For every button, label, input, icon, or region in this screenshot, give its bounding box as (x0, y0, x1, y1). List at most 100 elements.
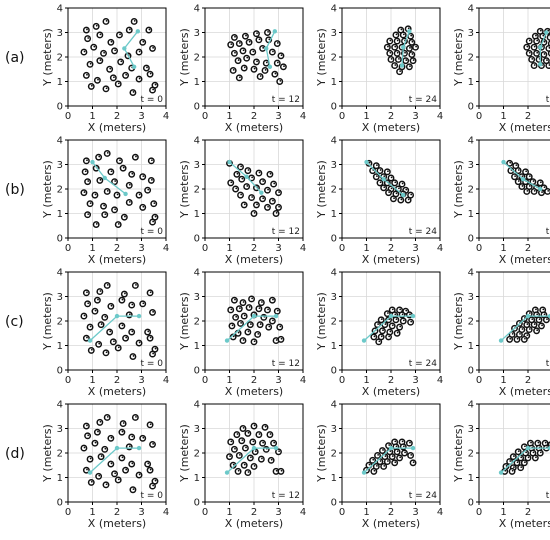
agent-heading (83, 191, 86, 193)
agent-heading (543, 186, 546, 189)
agent-heading (105, 87, 108, 90)
x-tick-label: 3 (138, 111, 144, 122)
y-tick-label: 3 (57, 28, 63, 39)
agent-heading (279, 80, 282, 82)
agent-heading (412, 461, 415, 464)
agent-heading (261, 301, 263, 303)
x-tick-label: 1 (363, 507, 369, 518)
x-tick-label: 4 (437, 243, 443, 254)
agent-heading (527, 456, 530, 459)
agent-heading (521, 185, 524, 187)
path-waypoint (123, 191, 128, 197)
agent-heading (535, 456, 537, 459)
y-tick-label: 4 (331, 136, 337, 147)
agent-heading (125, 336, 128, 339)
agent-heading (131, 172, 134, 175)
x-tick-label: 0 (339, 111, 345, 122)
agent-heading (83, 314, 86, 317)
y-tick-label: 3 (468, 28, 474, 39)
agent-heading (135, 415, 137, 418)
agent-heading (531, 57, 534, 60)
path-waypoint (381, 177, 386, 182)
y-tick-label: 4 (468, 268, 474, 279)
agent-heading (262, 197, 265, 200)
y-tick-label: 2 (468, 53, 474, 64)
agent-heading (146, 66, 148, 69)
agent-heading (412, 59, 415, 61)
agent-heading (409, 46, 411, 49)
agent-heading (401, 313, 404, 316)
agent-heading (245, 446, 247, 449)
agent-heading (261, 457, 263, 460)
agent-heading (528, 175, 531, 178)
agent-heading (239, 307, 241, 310)
agent-heading (95, 223, 98, 225)
agent-heading (405, 188, 408, 191)
agent-heading (110, 40, 113, 43)
y-tick-label: 4 (194, 4, 200, 15)
agent-heading (234, 35, 236, 38)
agent-heading (232, 335, 235, 338)
agent-heading (373, 335, 376, 338)
agent-heading (530, 441, 532, 444)
agent-heading (235, 315, 238, 318)
agent-heading (543, 53, 546, 55)
agent-heading (396, 450, 399, 453)
agent-heading (524, 337, 526, 340)
agent-heading (511, 332, 514, 335)
x-tick-label: 0 (65, 507, 71, 518)
agent-heading (247, 471, 250, 473)
agent-heading (232, 68, 235, 71)
agent-heading (110, 436, 113, 439)
agent-heading (99, 59, 102, 61)
y-tick-label: 3 (331, 424, 337, 435)
agent-heading (142, 205, 145, 208)
agent-heading (237, 331, 240, 334)
path-waypoint (538, 186, 543, 192)
agent-heading (234, 51, 236, 54)
agent-heading (516, 461, 519, 464)
agent-heading (396, 331, 399, 334)
x-tick-label: 0 (65, 375, 71, 386)
agent-heading (268, 325, 271, 328)
agent-heading (382, 449, 384, 451)
agent-heading (402, 445, 405, 448)
agent-heading (399, 325, 402, 328)
x-tick-label: 3 (275, 375, 281, 386)
x-axis-label: X (meters) (88, 253, 146, 266)
y-tick-label: 0 (57, 498, 63, 509)
agent-heading (124, 215, 126, 218)
agent-heading (376, 175, 378, 178)
y-tick-label: 2 (468, 317, 474, 328)
y-axis-label: Y (meters) (178, 160, 191, 219)
x-tick-label: 0 (476, 243, 482, 254)
agent-heading (280, 54, 283, 57)
x-tick-label: 2 (388, 111, 394, 122)
agent-heading (147, 188, 150, 191)
x-tick-label: 0 (476, 111, 482, 122)
y-tick-label: 3 (468, 292, 474, 303)
y-tick-label: 3 (331, 292, 337, 303)
x-tick-label: 3 (412, 243, 418, 254)
agent-heading (230, 43, 233, 46)
y-axis-label: Y (meters) (41, 28, 54, 87)
y-tick-label: 0 (194, 234, 200, 245)
agent-heading (110, 462, 113, 465)
agent-heading (519, 332, 521, 335)
agent-heading (114, 472, 117, 475)
y-tick-label: 0 (468, 366, 474, 377)
agent-heading (524, 461, 526, 464)
agent-heading (83, 50, 86, 53)
x-tick-label: 0 (339, 375, 345, 386)
time-label: t = 12 (272, 95, 300, 105)
y-tick-label: 3 (194, 160, 200, 171)
agent-heading (528, 185, 531, 187)
y-tick-label: 2 (194, 53, 200, 64)
y-tick-label: 0 (331, 366, 337, 377)
agent-heading (274, 72, 277, 75)
x-axis-label: X (meters) (225, 517, 283, 530)
subplot: 0 1 2 3 4 0 1 2 3 4 X (meters) Y (meters) t = 12 (178, 4, 306, 135)
agent-heading (528, 312, 531, 314)
time-label: t = 36 (546, 359, 550, 369)
agent-heading (90, 348, 93, 351)
